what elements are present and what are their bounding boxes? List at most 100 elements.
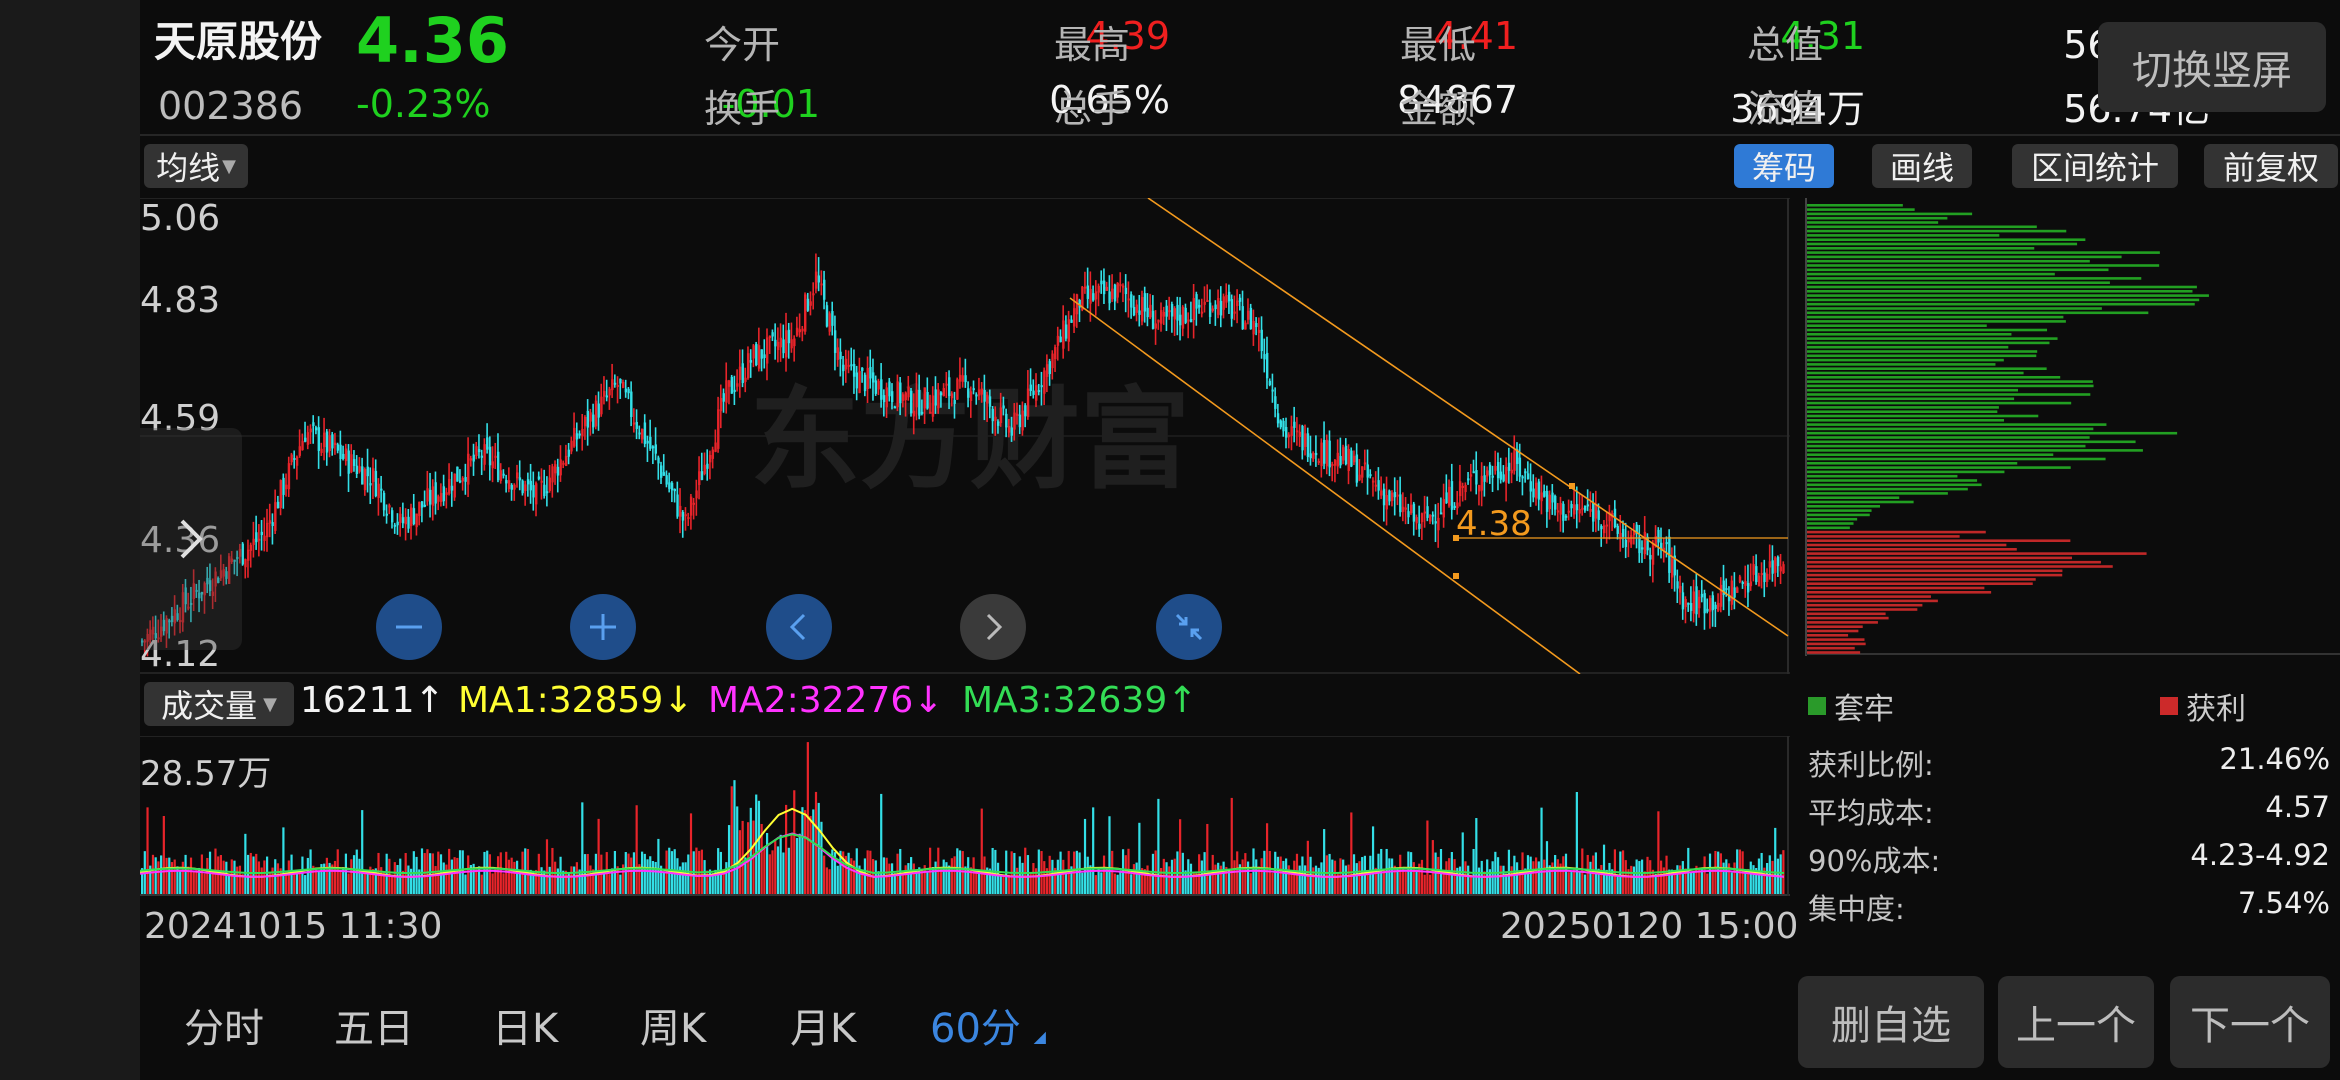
volume-bar (437, 851, 440, 894)
volume-bar (1323, 829, 1326, 894)
volume-bar (1377, 853, 1380, 894)
volume-bar (1168, 866, 1171, 894)
candle-body (1244, 322, 1247, 330)
chip-bar (1807, 410, 1998, 413)
value-amount: 3694万 (1730, 87, 1865, 131)
chip-bar (1807, 629, 1859, 633)
volume-bar (654, 861, 657, 894)
candle-body (1670, 558, 1674, 578)
draw-line-button[interactable]: 画线 (1872, 144, 1972, 188)
scroll-left-button[interactable] (766, 594, 832, 660)
candle-body (1279, 420, 1282, 428)
switch-portrait-button[interactable]: 切换竖屏 (2098, 22, 2326, 112)
candle-body (1048, 361, 1051, 375)
volume-bar (1276, 856, 1280, 894)
chip-bar (1807, 560, 2101, 564)
volume-bar (160, 855, 163, 894)
candle-body (828, 313, 831, 332)
volume-bar (703, 860, 706, 894)
chip-bar (1807, 496, 1900, 499)
chip-bar (1807, 311, 2149, 315)
chip-bar (1807, 599, 1938, 603)
candle-body (488, 446, 492, 466)
volume-bar (890, 863, 894, 894)
volume-bar (861, 872, 864, 894)
candle-body (1746, 583, 1750, 593)
tab-intraday[interactable]: 分时 (184, 1006, 264, 1052)
volume-bar (1279, 856, 1282, 894)
volume-bar (1336, 873, 1339, 894)
candle-body (1502, 474, 1505, 482)
reset-zoom-button[interactable] (1156, 594, 1222, 660)
candle-body (583, 416, 587, 427)
candle-body (521, 480, 524, 494)
tab-daily-k[interactable]: 日K (492, 1006, 559, 1052)
volume-bar (1002, 874, 1005, 894)
candle-body (1062, 320, 1065, 349)
volume-bar (1518, 874, 1521, 894)
stat-value: 7.54% (2237, 886, 2330, 920)
candle-body (317, 427, 321, 451)
previous-stock-button[interactable]: 上一个 (1998, 976, 2154, 1068)
candle-body (1083, 286, 1087, 289)
candle-body (1521, 476, 1524, 479)
arrow-down-icon: ↓ (913, 680, 944, 721)
volume-bar (1217, 862, 1220, 894)
candle-body (396, 521, 399, 526)
candle-body (1276, 413, 1280, 424)
candle-body (1021, 410, 1024, 431)
next-stock-button[interactable]: 下一个 (2170, 976, 2330, 1068)
volume-bar (1268, 850, 1271, 894)
tab-weekly-k[interactable]: 周K (640, 1006, 707, 1052)
zoom-out-button[interactable] (376, 594, 442, 660)
label-total-value: 总值 (1747, 23, 1824, 67)
volume-bar (271, 867, 274, 894)
volume-bar (1526, 855, 1530, 894)
volume-bar (912, 863, 915, 894)
scroll-right-button[interactable] (960, 594, 1026, 660)
candle-body (1385, 494, 1388, 510)
volume-bar (1287, 865, 1290, 894)
volume-bar (1597, 868, 1600, 894)
candle-body (1640, 547, 1644, 550)
tab-monthly-k[interactable]: 月K (790, 1006, 857, 1052)
candle-body (651, 446, 655, 449)
candle-body (1200, 311, 1204, 314)
candle-body (1779, 566, 1782, 572)
interval-stats-button[interactable]: 区间统计 (2012, 144, 2178, 188)
volume-bar (1714, 850, 1717, 894)
volume-bar (1437, 856, 1440, 894)
candle-body (1573, 504, 1576, 515)
volume-bar (942, 859, 945, 894)
volume-bar (1018, 856, 1021, 894)
volume-bar (162, 815, 165, 894)
candle-body (1496, 462, 1500, 479)
candle-body (1132, 306, 1136, 316)
volume-bar (1499, 865, 1502, 894)
volume-chart[interactable] (140, 736, 1790, 896)
candles-group (141, 253, 1785, 658)
volume-bar (657, 838, 660, 894)
expand-panel-handle[interactable] (140, 428, 242, 650)
volume-bar (551, 847, 554, 894)
adjust-price-button[interactable]: 前复权 (2204, 144, 2338, 188)
candle-body (1472, 471, 1475, 474)
candle-body (494, 455, 497, 458)
tab-five-day[interactable]: 五日 (334, 1006, 414, 1052)
candle-body (439, 493, 443, 503)
volume-ma3-line (140, 833, 1785, 875)
chevron-left-icon (789, 613, 806, 641)
ma-select[interactable]: 均线 ▼ (144, 144, 248, 188)
candle-body (1515, 449, 1519, 464)
chip-bar (1807, 371, 2024, 375)
volume-indicator-select[interactable]: 成交量 ▼ (144, 682, 294, 726)
candle-body (1687, 602, 1690, 605)
candle-body (1100, 280, 1103, 285)
chips-button[interactable]: 筹码 (1734, 144, 1834, 188)
volume-bar (206, 857, 209, 894)
zoom-in-button[interactable] (570, 594, 636, 660)
volume-bar (1179, 819, 1182, 894)
tab-60min[interactable]: 60分 ◢ (930, 996, 1046, 1054)
volume-bar (1483, 871, 1486, 894)
remove-watchlist-button[interactable]: 删自选 (1798, 976, 1984, 1068)
